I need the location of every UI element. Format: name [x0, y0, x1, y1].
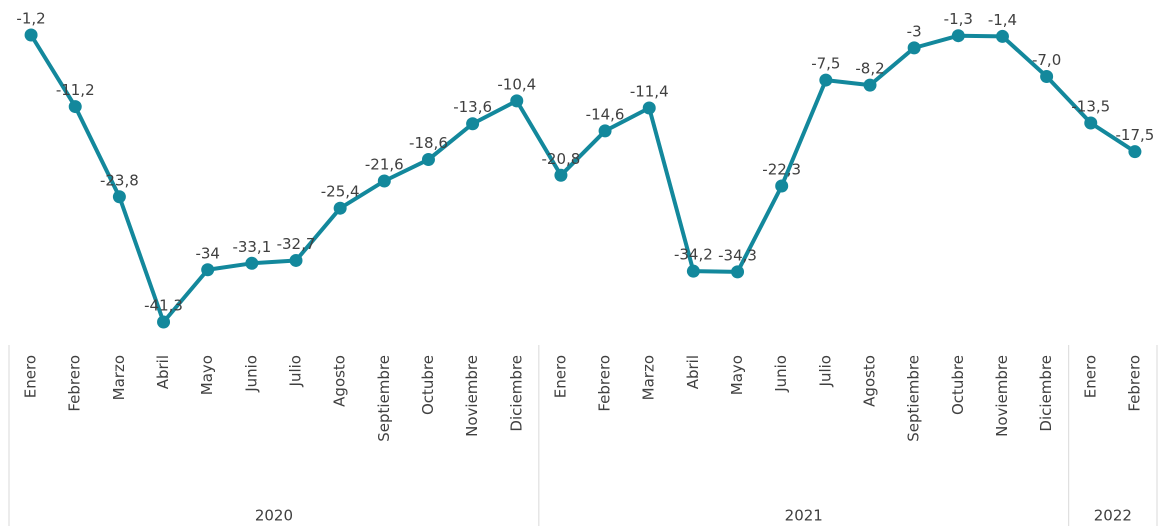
- data-label: -41,3: [144, 297, 183, 315]
- point: [157, 315, 171, 329]
- point: [245, 256, 259, 270]
- x-tick-label: Agosto: [331, 355, 349, 407]
- data-label: -1,4: [988, 11, 1017, 29]
- data-label: -13,6: [453, 98, 492, 116]
- x-tick-label: Abril: [154, 355, 172, 389]
- group-label: 2020: [255, 507, 293, 525]
- data-label: -13,5: [1071, 98, 1110, 116]
- x-tick-label: Octubre: [419, 355, 437, 415]
- data-label: -34: [195, 244, 220, 262]
- data-label: -32,7: [277, 235, 316, 253]
- data-label: -11,2: [56, 81, 95, 99]
- point: [819, 73, 833, 87]
- point: [24, 28, 38, 42]
- data-label: -17,5: [1116, 126, 1155, 144]
- x-tick-label: Noviembre: [463, 355, 481, 437]
- data-label: -10,4: [497, 75, 536, 93]
- data-label: -21,6: [365, 156, 404, 174]
- data-label: -33,1: [232, 238, 271, 256]
- x-tick-label: Abril: [684, 355, 702, 389]
- point: [995, 29, 1009, 43]
- point: [1040, 70, 1054, 84]
- x-tick-label: Diciembre: [1037, 355, 1055, 432]
- point: [333, 201, 347, 215]
- point: [201, 263, 215, 277]
- data-label: -7,5: [811, 55, 840, 73]
- x-tick-label: Marzo: [640, 355, 658, 400]
- point: [642, 101, 656, 115]
- point: [289, 253, 303, 267]
- point: [112, 190, 126, 204]
- x-tick-label: Julio: [816, 355, 834, 387]
- data-label: -18,6: [409, 134, 448, 152]
- group-label: 2021: [785, 507, 823, 525]
- x-tick-label: Mayo: [728, 355, 746, 395]
- point: [907, 41, 921, 55]
- x-tick-label: Agosto: [861, 355, 879, 407]
- x-tick-label: Noviembre: [993, 355, 1011, 437]
- x-tick-label: Marzo: [110, 355, 128, 400]
- point: [510, 94, 524, 108]
- data-label: -22,3: [762, 161, 801, 179]
- x-tick-label: Diciembre: [507, 355, 525, 432]
- group-label: 2022: [1094, 507, 1132, 525]
- x-tick-label: Junio: [242, 355, 260, 393]
- data-label: -1,2: [16, 10, 45, 28]
- data-label: -20,8: [542, 150, 581, 168]
- x-tick-label: Septiembre: [375, 355, 393, 442]
- data-label: -7,0: [1032, 51, 1061, 69]
- point: [731, 265, 745, 279]
- data-label: -34,3: [718, 246, 757, 264]
- point: [863, 78, 877, 92]
- data-label: -23,8: [100, 171, 139, 189]
- x-tick-label: Febrero: [596, 355, 614, 412]
- point: [554, 168, 568, 182]
- data-label: -3: [907, 22, 922, 40]
- point: [686, 264, 700, 278]
- point: [68, 100, 82, 114]
- x-tick-label: Mayo: [198, 355, 216, 395]
- x-tick-label: Octubre: [949, 355, 967, 415]
- x-tick-label: Enero: [22, 355, 40, 398]
- point: [775, 179, 789, 193]
- x-tick-label: Febrero: [1125, 355, 1143, 412]
- point: [466, 117, 480, 131]
- data-label: -25,4: [321, 183, 360, 201]
- data-label: -11,4: [630, 83, 669, 101]
- data-label: -1,3: [944, 10, 973, 28]
- line: [29, 33, 1137, 324]
- point: [1084, 116, 1098, 130]
- point: [598, 124, 612, 138]
- data-label: -34,2: [674, 246, 713, 264]
- x-tick-label: Enero: [1081, 355, 1099, 398]
- x-tick-label: Junio: [772, 355, 790, 393]
- x-tick-label: Enero: [551, 355, 569, 398]
- point: [421, 153, 435, 167]
- point: [951, 29, 965, 43]
- data-label: -8,2: [855, 60, 884, 78]
- x-tick-label: Febrero: [66, 355, 84, 412]
- point: [377, 174, 391, 188]
- x-tick-label: Septiembre: [905, 355, 923, 442]
- data-label: -14,6: [586, 105, 625, 123]
- x-tick-label: Julio: [287, 355, 305, 387]
- point: [1128, 145, 1142, 159]
